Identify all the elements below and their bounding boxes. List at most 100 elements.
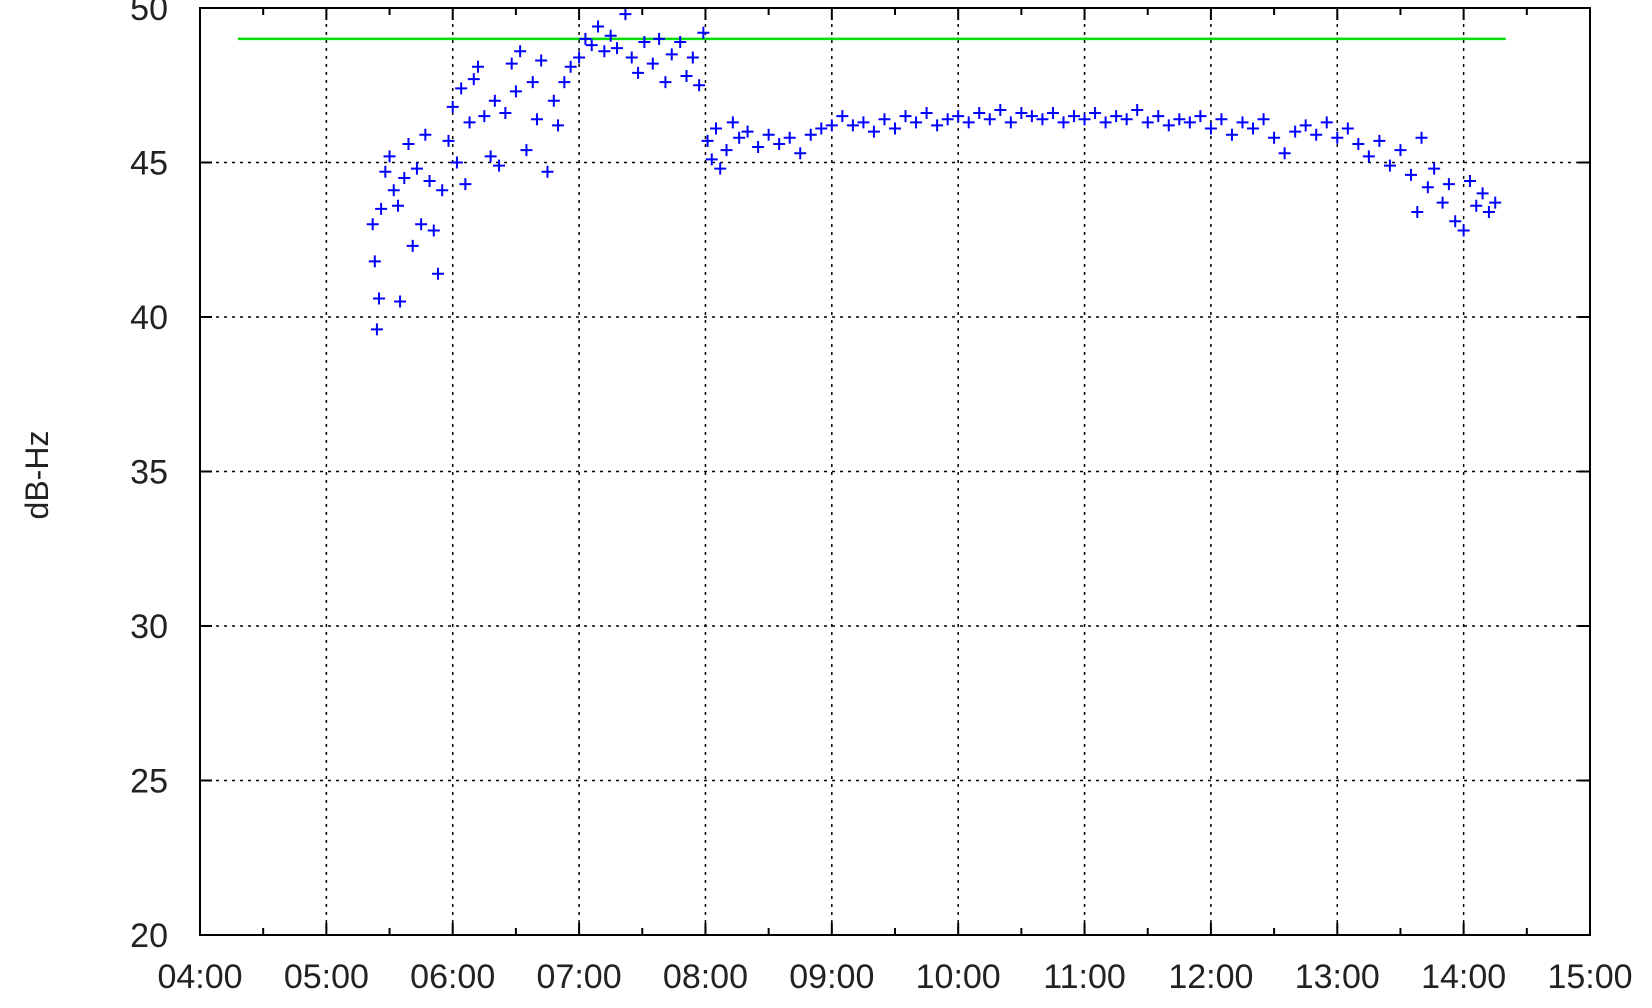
data-point <box>1015 107 1028 120</box>
data-point <box>825 119 838 132</box>
data-point <box>1436 196 1449 209</box>
data-point <box>952 110 965 123</box>
data-point <box>579 32 592 45</box>
data-point <box>552 119 565 132</box>
data-point <box>878 113 891 126</box>
data-point <box>659 76 672 89</box>
data-point <box>1449 215 1462 228</box>
data-point <box>920 107 933 120</box>
data-point <box>665 48 678 61</box>
data-point <box>1162 119 1175 132</box>
data-point <box>436 184 449 197</box>
data-point <box>973 107 986 120</box>
data-point <box>889 122 901 135</box>
data-point <box>1046 107 1059 120</box>
data-point <box>446 100 459 113</box>
data-point <box>573 51 586 64</box>
x-tick-label: 10:00 <box>916 958 1001 996</box>
y-tick-label: 50 <box>130 0 168 28</box>
data-point <box>619 8 632 21</box>
data-point <box>1463 175 1476 188</box>
data-point <box>541 165 554 178</box>
data-point <box>535 54 548 67</box>
data-point <box>463 116 476 129</box>
data-point <box>1352 137 1365 150</box>
data-point <box>472 60 484 73</box>
data-point <box>815 122 828 135</box>
data-point <box>697 26 710 39</box>
data-point <box>1247 122 1260 135</box>
data-point <box>1120 113 1133 126</box>
data-point <box>1004 116 1017 129</box>
data-point <box>931 119 944 132</box>
x-tick-label: 07:00 <box>537 958 622 996</box>
data-point <box>1078 113 1091 126</box>
data-point <box>1141 116 1154 129</box>
data-point <box>1320 116 1333 129</box>
data-point <box>1470 199 1483 212</box>
data-point <box>783 131 796 144</box>
data-point <box>383 150 396 163</box>
data-point <box>1383 159 1396 172</box>
data-point <box>368 255 381 268</box>
y-tick-label: 45 <box>130 145 168 183</box>
x-tick-label: 04:00 <box>157 958 242 996</box>
data-point <box>714 162 727 175</box>
data-point <box>366 218 379 231</box>
data-point <box>752 141 765 154</box>
data-point <box>558 76 571 89</box>
data-point <box>1036 113 1049 126</box>
data-point <box>680 69 693 82</box>
data-point <box>505 57 518 70</box>
data-point <box>406 239 419 252</box>
data-point <box>398 171 411 184</box>
data-point <box>632 66 645 79</box>
data-point <box>1215 113 1228 126</box>
data-point <box>499 107 512 120</box>
data-point <box>530 113 543 126</box>
data-point <box>370 323 383 336</box>
data-point <box>415 218 428 231</box>
data-point <box>762 128 775 141</box>
data-point <box>1331 131 1344 144</box>
data-point <box>773 137 786 150</box>
data-point <box>387 184 400 197</box>
data-point <box>1268 131 1281 144</box>
data-point <box>1457 224 1470 237</box>
data-point <box>1099 116 1112 129</box>
data-point <box>410 162 423 175</box>
data-point <box>646 57 659 70</box>
data-point <box>547 94 560 107</box>
data-point <box>1362 150 1375 163</box>
data-point <box>804 128 817 141</box>
data-point <box>598 45 611 58</box>
data-point <box>638 35 651 48</box>
y-axis-label: dB-Hz <box>19 431 55 520</box>
data-point <box>1173 113 1186 126</box>
data-point <box>693 79 706 92</box>
data-point <box>1068 110 1081 123</box>
data-point <box>962 116 975 129</box>
data-point <box>720 144 733 157</box>
y-tick-label: 25 <box>130 763 168 801</box>
data-point <box>467 73 480 86</box>
data-point <box>493 159 506 172</box>
data-point <box>450 156 463 169</box>
data-point <box>1025 110 1038 123</box>
data-point <box>899 110 912 123</box>
data-point <box>509 85 522 98</box>
y-tick-labels: 20 25 30 35 40 45 50 <box>130 0 168 955</box>
data-point <box>1057 116 1070 129</box>
data-point <box>726 116 739 129</box>
tick-marks <box>199 7 1591 936</box>
data-point <box>604 29 617 42</box>
data-point <box>1482 205 1495 218</box>
data-point <box>375 202 388 215</box>
x-tick-label: 14:00 <box>1421 958 1506 996</box>
y-tick-label: 40 <box>130 299 168 337</box>
data-point <box>1310 128 1323 141</box>
data-point <box>1411 205 1424 218</box>
x-tick-label: 12:00 <box>1168 958 1253 996</box>
data-point <box>585 39 598 52</box>
data-point <box>994 103 1007 116</box>
